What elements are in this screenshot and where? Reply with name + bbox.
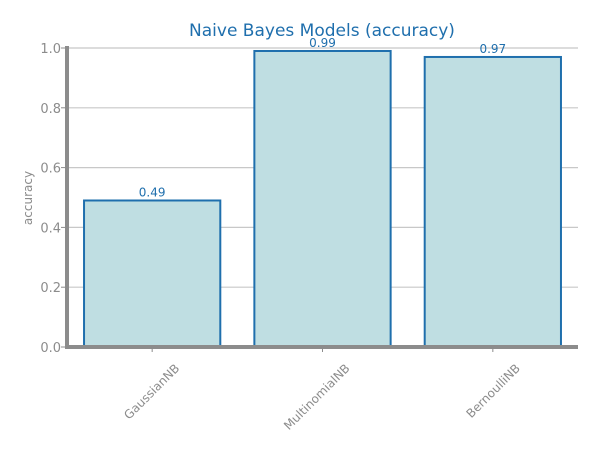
bar (423, 55, 562, 348)
x-tick-label: BernoulliNB (463, 361, 522, 420)
y-tick-label: 0.0 (40, 341, 61, 356)
y-tick-label: 1.0 (40, 42, 61, 57)
bar (83, 199, 222, 348)
data-labels-group: 0.49 0.99 0.97 (139, 36, 506, 200)
y-tick-label: 0.2 (40, 281, 61, 296)
x-tick-label: GaussianNB (121, 361, 182, 422)
chart-title: Naive Bayes Models (accuracy) (189, 21, 455, 41)
data-label: 0.49 (139, 185, 166, 199)
x-ticks-group: GaussianNB MultinomialNB BernoulliNB (121, 347, 523, 433)
bar (253, 49, 392, 349)
data-label: 0.99 (309, 36, 336, 50)
y-tick-label: 0.6 (40, 162, 61, 177)
y-ticks-group: 0.0 0.2 0.4 0.6 0.8 1.0 (40, 42, 67, 356)
x-tick-label: MultinomialNB (281, 361, 353, 433)
y-tick-label: 0.4 (40, 221, 61, 236)
data-label: 0.97 (479, 42, 506, 56)
y-tick-label: 0.8 (40, 102, 61, 117)
bars-group (83, 49, 562, 349)
y-axis-label: accuracy (21, 171, 35, 225)
